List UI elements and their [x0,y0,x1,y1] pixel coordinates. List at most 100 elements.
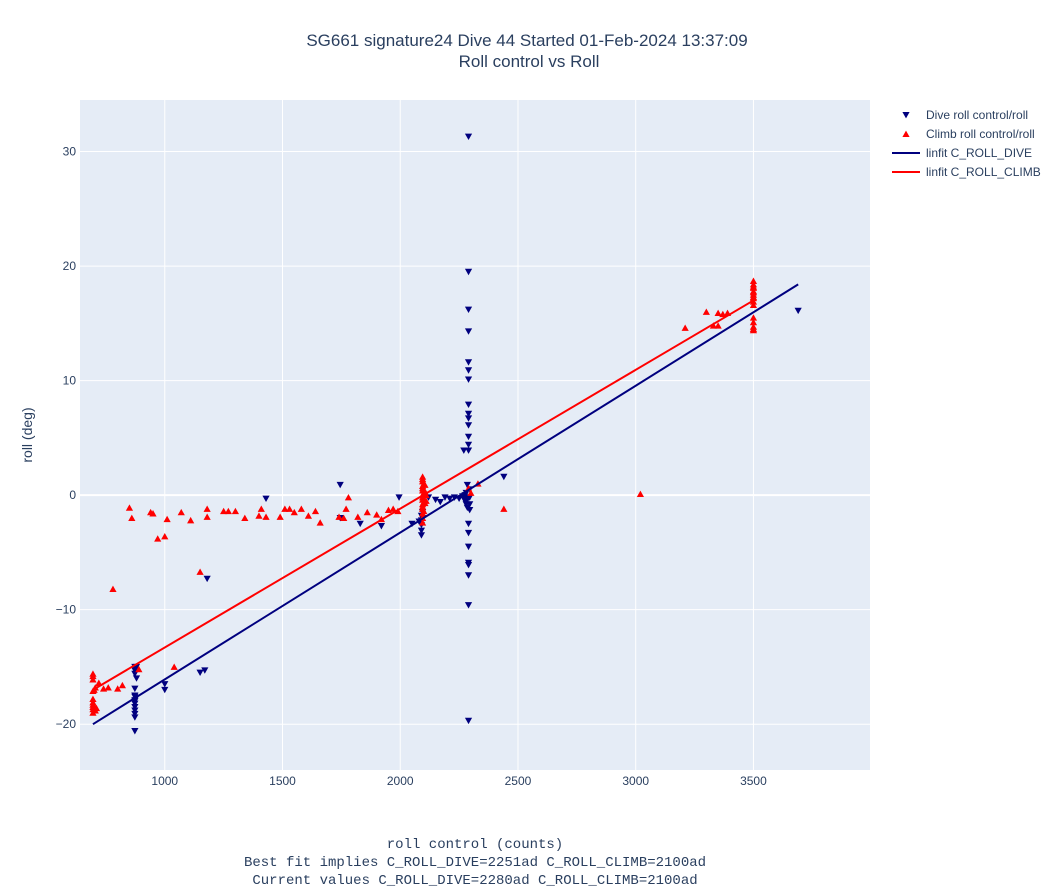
climb-point [161,532,169,540]
climb-point [311,507,320,515]
x-tick-label: 3000 [622,774,649,788]
dive-point [464,433,473,441]
legend: Dive roll control/roll Climb roll control… [892,108,1041,179]
dive-point [132,675,141,682]
climb-point [104,684,112,691]
dive-point [131,704,139,711]
climb-point [177,508,185,516]
climb-point [702,308,710,315]
climb-point [92,704,101,712]
x-axis-title: roll control (counts) [386,837,564,853]
climb-point [749,318,758,326]
x-axis-note-current: Current values C_ROLL_DIVE=2280ad C_ROLL… [252,873,698,889]
dive-point [464,306,473,313]
dive-point [466,494,474,501]
climb-point [749,289,758,296]
climb-point [344,494,353,501]
climb-point [340,514,348,522]
dive-point [464,717,473,725]
climb-point [714,322,722,329]
dive-point [464,543,473,551]
climb-point [422,497,430,504]
dive-point [464,441,473,449]
climb-point [224,507,232,515]
y-axis-title: roll (deg) [19,407,35,462]
dive-point [203,575,211,583]
climb-point [241,514,249,522]
climb-point [422,491,430,499]
dive-point [161,681,169,688]
legend-entry-label[interactable]: Dive roll control/roll [926,108,1028,122]
climb-point [163,515,171,523]
climb-point [421,481,429,488]
y-tick-label: 20 [63,259,77,273]
climb-point [203,513,211,520]
dive-point [464,415,473,422]
dive-point [464,602,473,609]
legend-entry-label[interactable]: linfit C_ROLL_DIVE [926,146,1032,160]
climb-point [749,293,758,300]
climb-point [342,505,350,512]
climb-point [749,301,758,309]
climb-point [316,519,324,526]
climb-point [290,508,298,516]
climb-point [128,514,136,522]
climb-point [304,512,313,519]
dive-point [408,520,416,528]
climb-point [419,475,427,483]
dive-point [464,401,473,409]
dive-point [446,495,454,502]
legend-marker-swatch [902,112,910,119]
dive-point [196,669,204,677]
dive-point [460,447,468,454]
dive-point [464,520,473,528]
climb-point [262,513,270,520]
climb-point [255,512,263,519]
climb-point [203,505,211,512]
legend-entry-label[interactable]: linfit C_ROLL_CLIMB [926,165,1041,179]
dive-point [131,707,139,714]
plot-marks [89,133,802,735]
climb-point [709,322,718,329]
legend-entry-label[interactable]: Climb roll control/roll [926,127,1035,141]
linfit-climb-line [92,299,754,691]
dive-point [131,670,139,678]
dive-point [436,499,444,506]
x-tick-label: 2000 [387,774,414,788]
dive-point [463,481,471,489]
dive-point [131,714,139,721]
dive-point [131,710,139,718]
x-tick-label: 2500 [505,774,532,788]
dive-point [464,359,473,366]
climb-point [196,568,204,575]
y-tick-label: −10 [56,603,77,617]
climb-point [118,681,126,689]
climb-point [681,324,689,331]
tick-labels: 1000 1500 2000 2500 3000 3500 −20 −10 0 10 20 30 [56,145,767,788]
dive-point [464,410,473,418]
climb-point [335,513,343,520]
climb-point [220,507,228,515]
dive-point [464,529,473,537]
plot-area[interactable] [80,100,870,770]
dive-point [417,527,426,535]
climb-point [89,672,97,680]
dive-point [464,572,473,579]
dive-point [131,728,139,735]
x-tick-label: 3500 [740,774,767,788]
climb-point [749,277,758,284]
dive-point [395,494,403,501]
dive-point [464,447,473,454]
dive-point [336,481,344,489]
climb-point [89,676,97,683]
y-tick-label: 0 [69,488,76,502]
dive-point [262,495,270,502]
dive-point [431,496,440,504]
climb-point [285,505,294,512]
climb-point [363,508,371,516]
dive-point [377,523,386,530]
climb-point [467,489,475,496]
climb-point [109,585,117,593]
climb-point [114,685,122,692]
